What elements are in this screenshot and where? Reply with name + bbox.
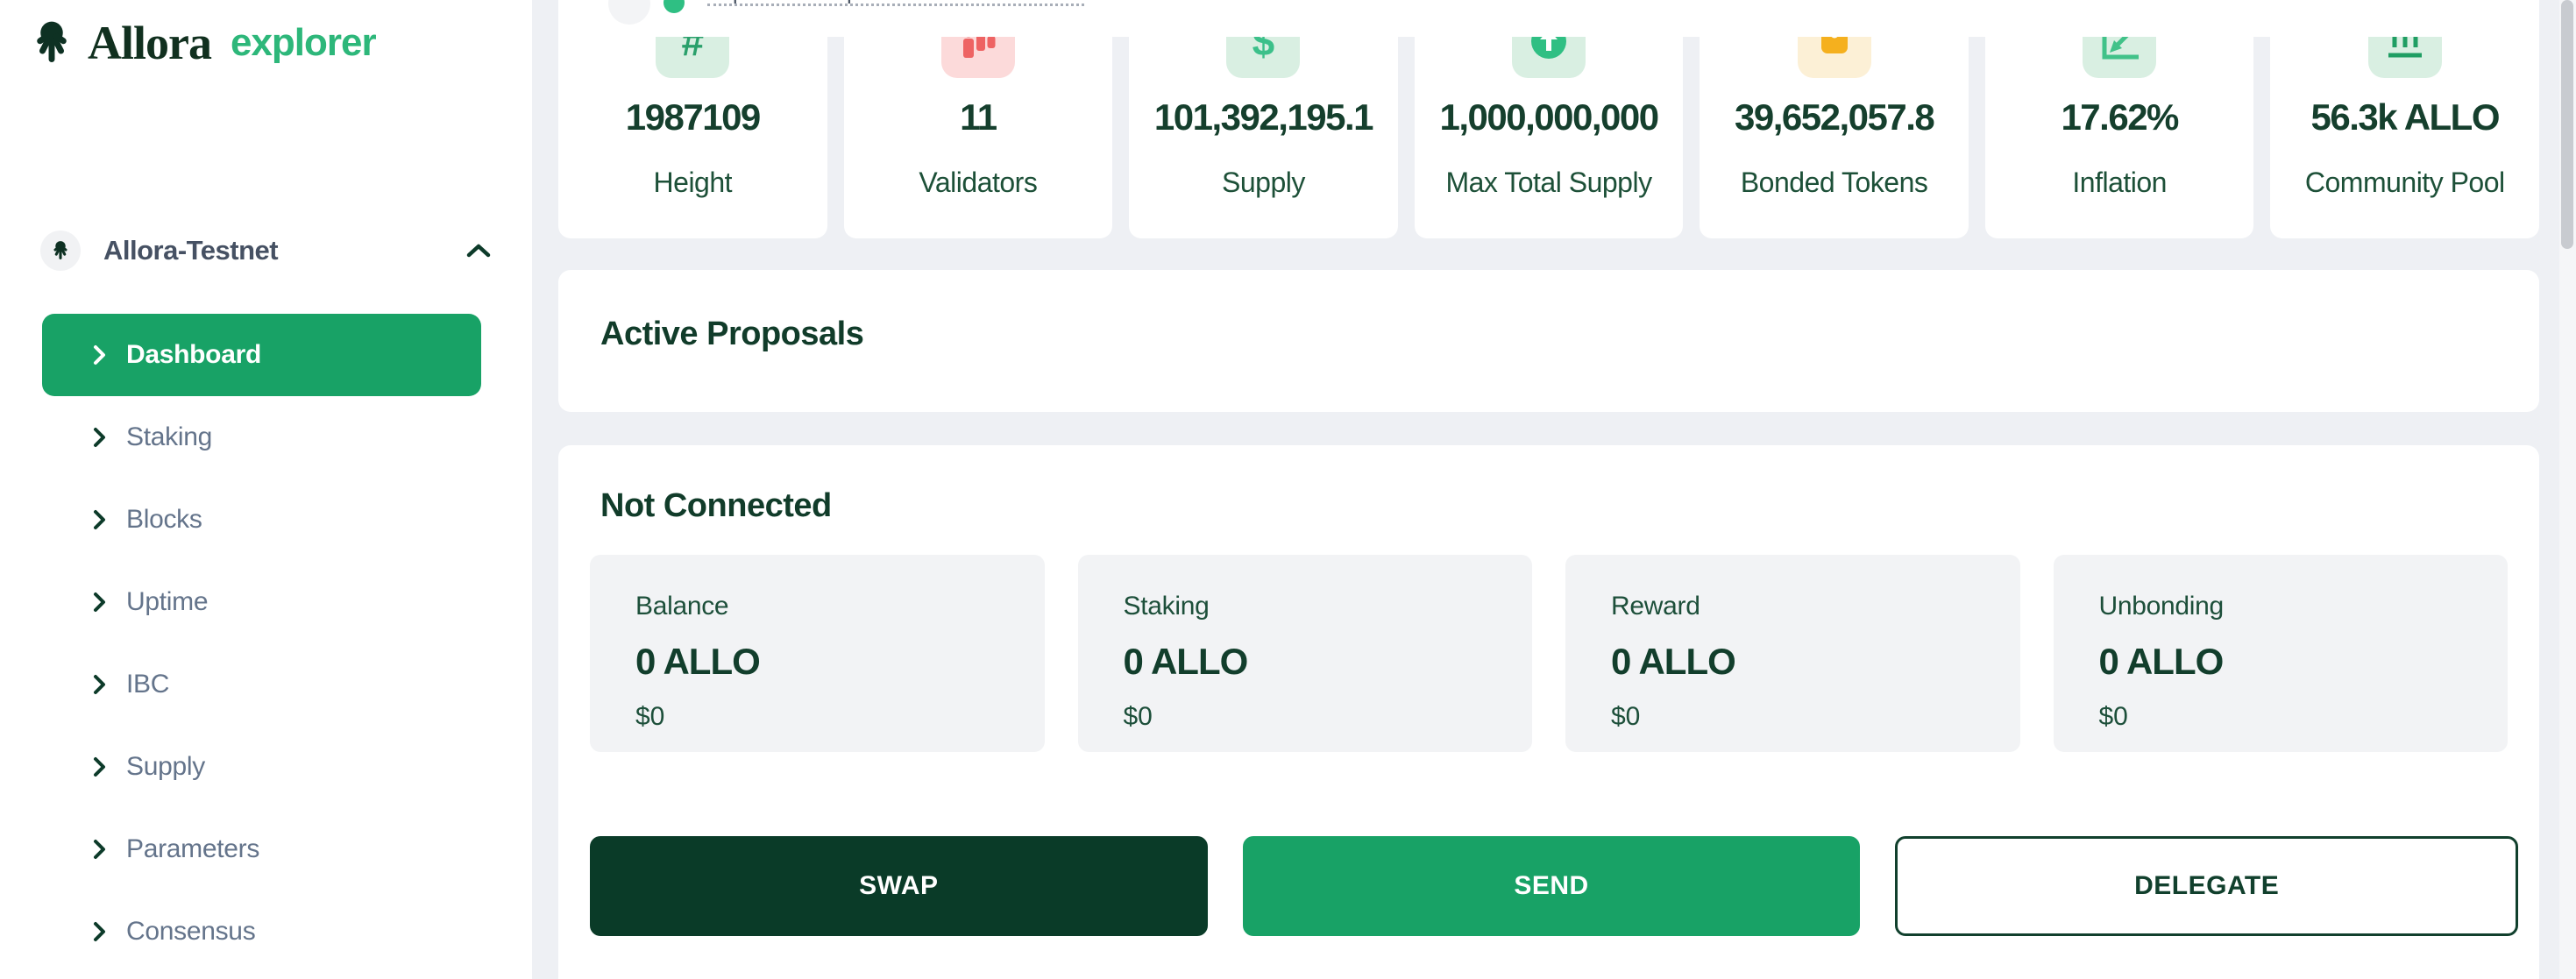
chain-avatar <box>608 0 650 25</box>
main-content: # 1987109 Height 11 Validators <box>558 0 2540 979</box>
stat-card-height: # 1987109 Height <box>558 0 827 238</box>
unbonding-amount: 0 ALLO <box>2098 641 2225 682</box>
sidebar-item-staking[interactable]: Staking <box>42 396 481 479</box>
chevron-right-icon <box>94 428 105 447</box>
chevron-right-icon <box>94 675 105 694</box>
stat-label: Inflation <box>2072 167 2167 198</box>
rpc-endpoint-link[interactable]: https://allora-rpc.testnet.allora.networ… <box>707 0 1084 6</box>
stat-value: 17.62% <box>2061 96 2179 138</box>
chevron-right-icon <box>94 510 105 529</box>
sidebar-item-label: Consensus <box>126 917 256 946</box>
active-proposals-title: Active Proposals <box>600 316 864 352</box>
reward-label: Reward <box>1611 592 1700 621</box>
network-name: Allora-Testnet <box>103 235 279 266</box>
brand-name: Allora <box>88 17 212 69</box>
allora-tree-icon <box>53 241 68 259</box>
sidebar-item-label: Parameters <box>126 834 260 863</box>
stat-label: Validators <box>919 167 1038 198</box>
brand-logo[interactable]: Allora explorer <box>26 11 377 74</box>
scrollbar-thumb[interactable] <box>2561 0 2573 249</box>
swap-button[interactable]: SWAP <box>590 836 1208 936</box>
stat-value: 56.3k ALLO <box>2310 96 2500 138</box>
stat-value: 1987109 <box>625 96 762 138</box>
chevron-right-icon <box>94 757 105 777</box>
chevron-right-icon <box>94 345 105 365</box>
staking-usd: $0 <box>1123 702 1153 731</box>
unbonding-card: Unbonding 0 ALLO $0 <box>2053 555 2508 752</box>
allora-tree-icon <box>35 21 68 63</box>
stat-value: 1,000,000,000 <box>1439 96 1659 138</box>
balance-usd: $0 <box>635 702 665 731</box>
unbonding-label: Unbonding <box>2098 592 2225 621</box>
balance-card: Balance 0 ALLO $0 <box>590 555 1045 752</box>
chevron-up-icon <box>466 244 491 258</box>
balance-label: Balance <box>635 592 729 621</box>
stat-label: Community Pool <box>2304 167 2505 198</box>
sidebar-item-consensus[interactable]: Consensus <box>42 890 481 973</box>
stat-card-bonded-tokens: 39,652,057.8 Bonded Tokens <box>1700 0 1969 238</box>
sidebar-item-label: Dashboard <box>126 340 261 369</box>
staking-amount: 0 ALLO <box>1123 641 1249 682</box>
chain-header-partial: https://allora-rpc.testnet.allora.networ… <box>558 0 2539 37</box>
status-online-dot <box>664 0 685 13</box>
active-proposals-panel: Active Proposals <box>558 270 2539 412</box>
chevron-right-icon <box>94 592 105 612</box>
wallet-status-title: Not Connected <box>600 487 832 524</box>
balance-amount: 0 ALLO <box>635 641 761 682</box>
sidebar-item-label: Uptime <box>126 587 209 616</box>
delegate-button[interactable]: DELEGATE <box>1895 836 2519 936</box>
chevron-right-icon <box>94 840 105 859</box>
stat-label: Max Total Supply <box>1445 167 1652 198</box>
staking-card: Staking 0 ALLO $0 <box>1077 555 1532 752</box>
sidebar-item-label: IBC <box>126 670 170 699</box>
stat-label: Height <box>653 167 733 198</box>
stat-value: 101,392,195.1 <box>1153 96 1374 138</box>
stat-value: 39,652,057.8 <box>1734 96 1935 138</box>
reward-amount: 0 ALLO <box>1611 641 1736 682</box>
sidebar-item-label: Staking <box>126 422 212 451</box>
stat-card-supply: $ 101,392,195.1 Supply <box>1129 0 1398 238</box>
stat-card-validators: 11 Validators <box>843 0 1113 238</box>
sidebar-item-label: Blocks <box>126 505 202 534</box>
sidebar-item-ibc[interactable]: IBC <box>42 643 481 726</box>
chevron-right-icon <box>94 922 105 941</box>
wallet-panel: Not Connected Balance 0 ALLO $0 Staking … <box>558 445 2539 979</box>
stat-card-max-total-supply: 1,000,000,000 Max Total Supply <box>1414 0 1684 238</box>
stat-label: Supply <box>1222 167 1305 198</box>
send-button[interactable]: SEND <box>1242 836 1861 936</box>
sidebar-item-blocks[interactable]: Blocks <box>42 479 481 561</box>
wallet-actions-row: SWAP SEND DELEGATE <box>590 836 2519 936</box>
sidebar: Allora explorer Allora-Testnet Dashboard… <box>0 0 532 979</box>
brand-suffix: explorer <box>230 21 377 64</box>
unbonding-usd: $0 <box>2098 702 2128 731</box>
network-avatar <box>40 231 81 271</box>
network-selector[interactable]: Allora-Testnet <box>40 226 492 275</box>
staking-label: Staking <box>1123 592 1210 621</box>
sidebar-item-uptime[interactable]: Uptime <box>42 561 481 643</box>
stat-label: Bonded Tokens <box>1740 167 1928 198</box>
sidebar-item-label: Supply <box>126 752 205 781</box>
wallet-summary-row: Balance 0 ALLO $0 Staking 0 ALLO $0 Rewa… <box>590 555 2508 752</box>
reward-usd: $0 <box>1611 702 1641 731</box>
stat-value: 11 <box>960 96 997 138</box>
sidebar-item-dashboard[interactable]: Dashboard <box>42 314 481 396</box>
scrollbar-track[interactable] <box>2559 0 2576 979</box>
sidebar-item-supply[interactable]: Supply <box>42 726 481 808</box>
reward-card: Reward 0 ALLO $0 <box>1565 555 2020 752</box>
sidebar-item-parameters[interactable]: Parameters <box>42 808 481 890</box>
